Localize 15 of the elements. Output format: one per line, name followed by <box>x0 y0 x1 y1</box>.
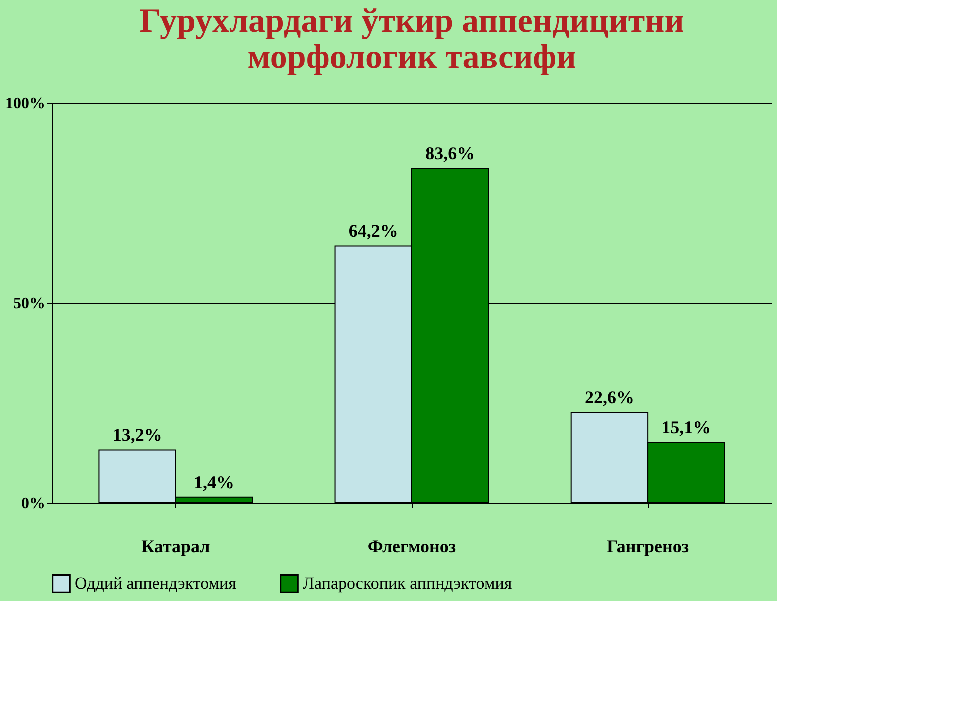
x-tick-label: Флегмоноз <box>368 536 456 556</box>
legend-label: Оддий аппендэктомия <box>75 574 237 593</box>
data-label: 15,1% <box>662 418 712 438</box>
data-label: 22,6% <box>584 388 634 408</box>
data-label: 83,6% <box>426 144 476 164</box>
y-tick-label: 0% <box>22 496 46 512</box>
data-label: 1,4% <box>194 472 235 492</box>
data-label: 64,2% <box>348 221 398 242</box>
x-tick-label: Гангреноз <box>607 536 690 556</box>
x-tick-label: Катарал <box>142 536 210 556</box>
legend-label: Лапароскопик аппндэктомия <box>303 574 512 593</box>
y-tick-label: 100% <box>6 96 46 112</box>
y-tick-label: 50% <box>14 296 46 312</box>
data-label: 13,2% <box>112 425 162 446</box>
chart-title: Гурухлардаги ўткир аппендицитни морфологик тавсифи <box>140 3 684 76</box>
